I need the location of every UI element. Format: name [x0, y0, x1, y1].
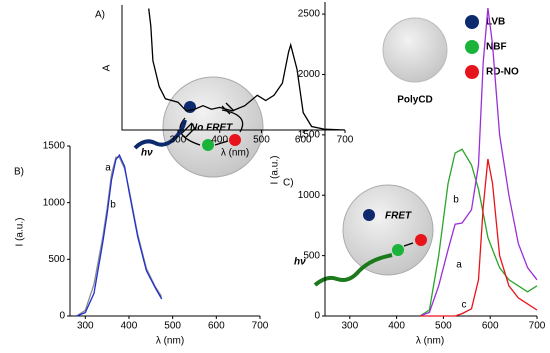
x-tick-label: 500: [435, 321, 452, 332]
x-tick-label: 500: [253, 135, 270, 146]
x-tick-label: 400: [121, 321, 138, 332]
panel-label: B): [14, 167, 24, 178]
x-tick-label: 700: [252, 321, 269, 332]
x-tick-label: 600: [208, 321, 225, 332]
series-label: a: [105, 163, 111, 174]
panel-label: A): [95, 10, 105, 21]
x-tick-label: 400: [388, 321, 405, 332]
series-line: [419, 7, 538, 317]
key-label: RD-NO: [486, 67, 519, 78]
dot: [202, 139, 214, 151]
arrow: [403, 242, 414, 247]
y-axis-label: I (a.u.): [270, 156, 281, 185]
key-swatch: [465, 40, 479, 54]
y-tick-label: 0: [59, 311, 65, 322]
annotation: hν: [294, 257, 306, 268]
series-label: c: [462, 300, 467, 311]
x-tick-label: 300: [170, 135, 187, 146]
key-swatch: [465, 65, 479, 79]
arrow: [214, 140, 229, 146]
dot: [415, 234, 427, 246]
x-tick-label: 400: [211, 135, 228, 146]
series-line: [148, 8, 346, 131]
y-tick-label: 1000: [298, 190, 321, 201]
y-axis-label: A: [102, 64, 113, 71]
x-tick-label: 500: [164, 321, 181, 332]
x-axis-label: λ (nm): [156, 336, 184, 347]
panel-label: C): [283, 178, 294, 189]
y-tick-label: 2500: [298, 9, 321, 20]
wave-arrow: [313, 253, 393, 287]
x-axis-label: λ (nm): [416, 336, 444, 347]
annotation: hν: [141, 148, 153, 159]
polycd-sphere: [382, 17, 448, 83]
x-tick-label: 600: [482, 321, 499, 332]
y-tick-label: 0: [314, 311, 320, 322]
dot: [363, 209, 375, 221]
dot: [392, 244, 404, 256]
annotation: FRET: [385, 211, 412, 222]
key-label: LVB: [486, 17, 505, 28]
y-tick-label: 500: [48, 254, 65, 265]
series-line: [76, 156, 163, 317]
y-tick-label: 1000: [43, 197, 66, 208]
y-tick-label: 1500: [43, 141, 66, 152]
block-mark: [181, 102, 235, 138]
y-axis-label: I (a.u.): [15, 218, 26, 247]
key-label: NBF: [486, 42, 507, 53]
axes: [121, 5, 345, 131]
annotation: No FRET: [190, 123, 233, 134]
y-tick-label: 1500: [298, 129, 321, 140]
key-swatch: [465, 15, 479, 29]
y-tick-label: 500: [303, 250, 320, 261]
series-line: [420, 158, 538, 317]
y-tick-label: 2000: [298, 69, 321, 80]
x-axis-label: λ (nm): [221, 148, 249, 159]
x-tick-label: 700: [337, 135, 354, 146]
series-label: b: [453, 195, 459, 206]
x-tick-label: 700: [529, 321, 546, 332]
series-label: b: [110, 200, 116, 211]
series-line: [76, 153, 163, 317]
dot: [229, 134, 241, 146]
x-tick-label: 300: [77, 321, 94, 332]
diagram-sphere: [342, 184, 434, 276]
series-label: a: [456, 260, 462, 271]
x-tick-label: 600: [295, 135, 312, 146]
x-tick-label: 300: [341, 321, 358, 332]
series-line: [419, 148, 538, 317]
key-title: PolyCD: [397, 95, 433, 106]
